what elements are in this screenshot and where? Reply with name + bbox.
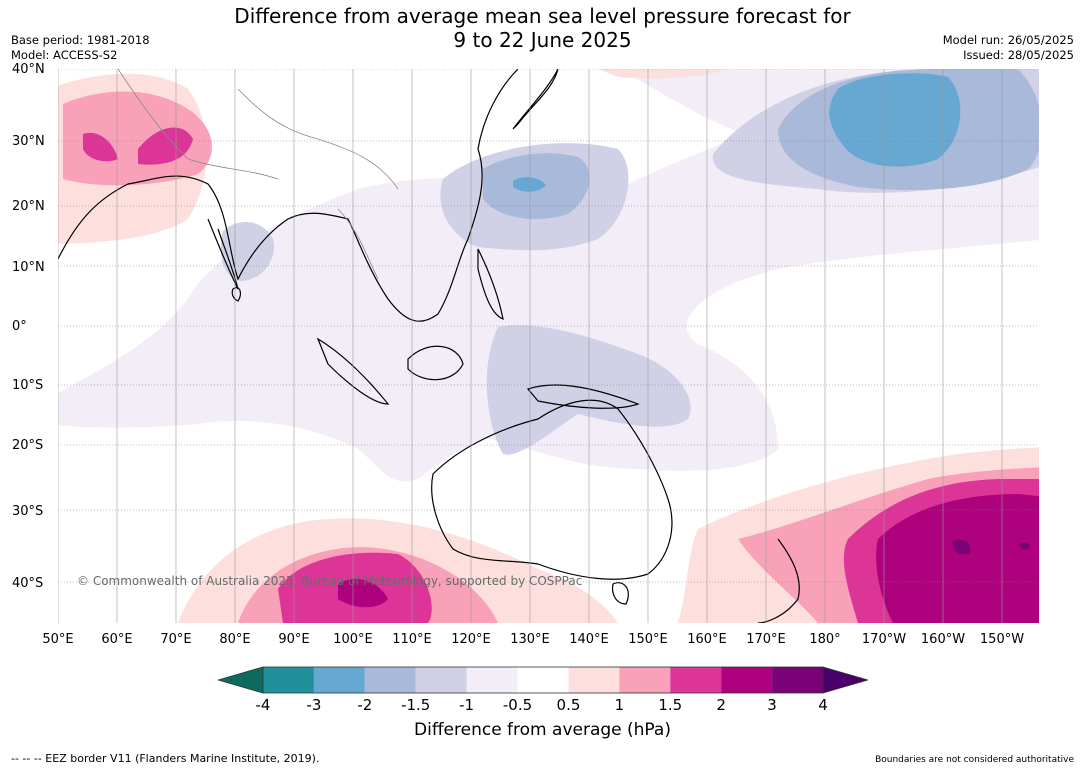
- lon-label: 90°E: [278, 632, 310, 647]
- anomaly-region-pale-pink-north: [598, 69, 728, 79]
- issued-date: Issued: 28/05/2025: [963, 48, 1074, 62]
- colorbar-segment: [364, 667, 416, 693]
- lat-label: 30°S: [12, 504, 44, 519]
- anomaly-region-pink-arabia: [63, 91, 212, 186]
- country-borders: [117, 69, 399, 280]
- anomaly-region-lavender-maritime: [486, 325, 691, 455]
- coastline-sri-lanka: [231, 287, 242, 302]
- meta-right: Model run: 26/05/2025 Issued: 28/05/2025: [943, 33, 1074, 63]
- anomaly-region-purple-tasman-1: [952, 539, 971, 555]
- colorbar-outline: [262, 666, 824, 694]
- model-name: Model: ACCESS-S2: [11, 48, 118, 62]
- lon-label: 180°: [809, 632, 841, 647]
- boundaries-disclaimer: Boundaries are not considered authoritat…: [875, 755, 1074, 765]
- coastline-japan: [512, 69, 559, 130]
- lon-label: 50°E: [42, 632, 74, 647]
- lat-label: 10°N: [12, 260, 45, 275]
- anomaly-region-deep-magenta-tasman: [876, 494, 1039, 623]
- lat-label: 20°S: [12, 438, 44, 453]
- colorbar-tick-label: 4: [818, 696, 828, 714]
- colorbar-segment: [619, 667, 671, 693]
- lon-label: 160°E: [687, 632, 727, 647]
- anomaly-region-blue-center: [513, 177, 546, 192]
- lon-label: 150°W: [979, 632, 1025, 647]
- coastline-india: [207, 218, 239, 290]
- colorbar-extend-high: [822, 666, 868, 694]
- lat-label: 10°S: [12, 378, 44, 393]
- anomaly-region-blue-nepac: [829, 73, 961, 167]
- colorbar-segment: [670, 667, 722, 693]
- lon-label: 150°E: [628, 632, 668, 647]
- colorbar-extend-low: [218, 666, 264, 694]
- border-asia-2: [237, 88, 399, 190]
- colorbar-segment: [568, 667, 620, 693]
- border-asia-1: [117, 69, 279, 180]
- coastline-tasmania: [611, 582, 629, 605]
- colorbar-segment: [721, 667, 773, 693]
- meta-left: Base period: 1981-2018 Model: ACCESS-S2: [11, 33, 150, 63]
- graticule-meridians: [58, 69, 1003, 623]
- colorbar-tick-label: 0.5: [556, 696, 581, 714]
- lon-label: 160°W: [920, 632, 966, 647]
- lon-label: 80°E: [219, 632, 251, 647]
- lon-label: 70°E: [160, 632, 192, 647]
- colorbar-segment: [415, 667, 467, 693]
- colorbar-tick-label: 2: [716, 696, 726, 714]
- coastline-sumatra: [316, 337, 390, 405]
- colorbar-tick-label: -1.5: [401, 696, 431, 714]
- coastlines: [58, 69, 800, 623]
- colorbar-tick-label: 1: [614, 696, 625, 714]
- lon-label: 120°E: [451, 632, 491, 647]
- colorbar-tick-label: -2: [357, 696, 373, 714]
- lon-label: 170°E: [746, 632, 786, 647]
- lon-label: 60°E: [101, 632, 133, 647]
- colorbar-tick-label: -0.5: [502, 696, 533, 714]
- colorbar: [218, 666, 868, 694]
- lat-label: 20°N: [12, 199, 45, 214]
- coastline-philippines: [477, 248, 504, 320]
- colorbar-segment: [517, 667, 569, 693]
- base-period: Base period: 1981-2018: [11, 33, 150, 47]
- title-line-1: Difference from average mean sea level p…: [234, 4, 851, 28]
- lon-label: 140°E: [569, 632, 609, 647]
- anomaly-region-magenta-arabia-2: [138, 127, 193, 165]
- colorbar-tick-label: -4: [255, 696, 271, 714]
- border-asia-3: [337, 208, 379, 280]
- lat-label: 0°: [12, 319, 27, 334]
- lat-label: 40°N: [12, 62, 45, 77]
- colorbar-title: Difference from average (hPa): [414, 720, 671, 740]
- colorbar-tick-label: 1.5: [658, 696, 683, 714]
- coastline-new-zealand: [757, 538, 800, 623]
- lat-label: 40°S: [12, 576, 44, 591]
- colorbar-segment: [466, 667, 518, 693]
- coastline-australia: [431, 399, 673, 580]
- map-svg: [58, 69, 1039, 623]
- anomaly-region-purple-tasman-2: [1019, 542, 1030, 550]
- lon-label: 130°E: [510, 632, 550, 647]
- anomaly-region-deep-magenta-south-indian: [338, 579, 388, 608]
- lon-label: 100°E: [333, 632, 373, 647]
- map-title: Difference from average mean sea level p…: [0, 4, 1085, 52]
- lat-label: 30°N: [12, 134, 45, 149]
- lon-label: 170°W: [861, 632, 907, 647]
- colorbar-tick-label: 3: [767, 696, 777, 714]
- anomaly-region-magenta-arabia-1: [83, 132, 118, 162]
- colorbar-tick-label: -3: [306, 696, 322, 714]
- title-line-2: 9 to 22 June 2025: [453, 28, 632, 52]
- lon-label: 110°E: [392, 632, 432, 647]
- colorbar-segment: [772, 667, 823, 693]
- colorbar-segment: [263, 667, 314, 693]
- colorbar-tick-label: -1: [459, 696, 475, 714]
- eez-border-note: -- -- -- EEZ border V11 (Flanders Marine…: [11, 752, 320, 765]
- copyright-notice: © Commonwealth of Australia 2025, Bureau…: [77, 574, 583, 588]
- coastline-borneo: [407, 345, 464, 381]
- colorbar-segment: [313, 667, 365, 693]
- model-run: Model run: 26/05/2025: [942, 33, 1074, 47]
- coastline-asia: [58, 69, 519, 322]
- map-panel: [58, 69, 1039, 623]
